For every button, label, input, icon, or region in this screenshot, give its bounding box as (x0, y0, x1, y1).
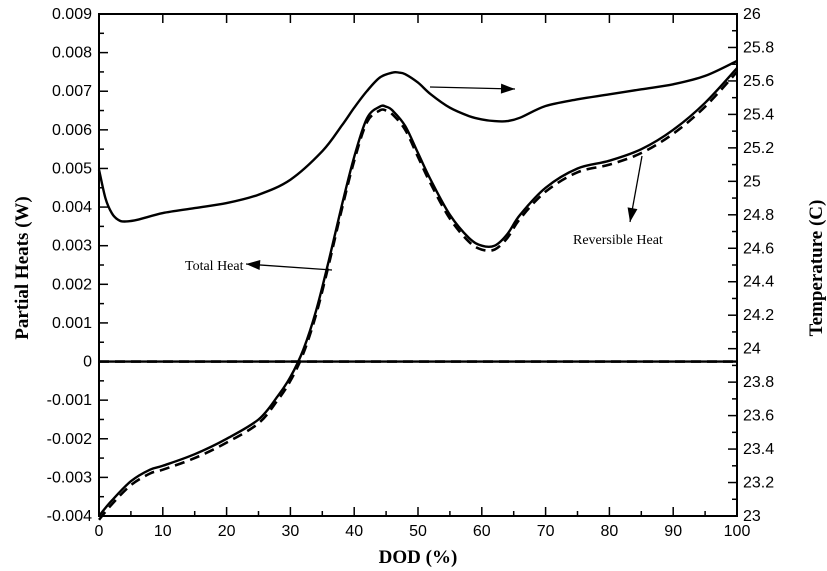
temperature-axis-arrow-head (500, 83, 515, 94)
total-heat-arrow (245, 263, 333, 271)
y-left-tick-label: 0.005 (52, 160, 92, 177)
y-left-tick-label: -0.001 (47, 392, 92, 409)
x-tick-label: 40 (345, 523, 363, 540)
y-right-tick-label: 23.6 (743, 408, 774, 425)
series-line-total-heat (98, 67, 738, 517)
x-tick-label: 10 (154, 523, 172, 540)
series-group (97, 59, 738, 521)
annotation-reversible-heat: Reversible Heat (573, 233, 663, 248)
y-axis-right-label: Temperature (C) (806, 200, 827, 337)
y-right-tick-label: 25.8 (743, 39, 774, 56)
x-tick-label: 0 (95, 523, 104, 540)
y-right-tick-label: 23 (743, 508, 761, 525)
y-right-tick-label: 23.8 (743, 374, 774, 391)
series-line-reversible-heat (97, 71, 738, 521)
x-tick-label: 80 (601, 523, 619, 540)
x-tick-label: 30 (282, 523, 300, 540)
y-left-tick-label: 0.001 (52, 315, 92, 332)
x-tick-label: 20 (218, 523, 236, 540)
annotations: Total Heat Reversible Heat (185, 83, 663, 274)
reversible-heat-arrow-head (627, 207, 638, 222)
x-tick-label: 50 (409, 523, 427, 540)
y-right-tick-label: 25.4 (743, 106, 774, 123)
y-axis-left-label: Partial Heats (W) (12, 196, 33, 340)
x-tick-label: 100 (724, 523, 751, 540)
y-left-tick-label: 0 (83, 354, 92, 371)
y-left-tick-label: 0.002 (52, 276, 92, 293)
y-left-tick-label: 0.007 (52, 83, 92, 100)
y-right-tick-label: 25 (743, 173, 761, 190)
x-tick-label: 70 (537, 523, 555, 540)
annotation-total-heat: Total Heat (185, 259, 244, 274)
x-axis-label: DOD (%) (379, 547, 458, 568)
y-right-tick-label: 25.2 (743, 140, 774, 157)
y-left-tick-label: -0.003 (47, 469, 92, 486)
series-line-temperature (97, 59, 738, 223)
y-right-tick-label: 24.6 (743, 240, 774, 257)
y-left-tick-label: 0.004 (52, 199, 92, 216)
total-heat-arrow-head (246, 259, 261, 270)
y-right-tick-label: 24 (743, 341, 761, 358)
y-left-tick-label: -0.004 (47, 508, 92, 525)
y-left-tick-label: 0.003 (52, 238, 92, 255)
y-left-tick-label: 0.009 (52, 6, 92, 23)
y-right-tick-label: 25.6 (743, 73, 774, 90)
x-tick-label: 60 (473, 523, 491, 540)
axis-ticks: 0 10 20 30 40 50 60 70 80 90 100 0.009 0.008 0.007 0.0… (47, 6, 775, 540)
y-right-tick-label: 24.8 (743, 207, 774, 224)
x-tick-label: 90 (664, 523, 682, 540)
y-right-tick-label: 24.2 (743, 307, 774, 324)
y-right-tick-label: 23.4 (743, 441, 774, 458)
y-right-tick-label: 24.4 (743, 274, 774, 291)
y-right-tick-label: 26 (743, 6, 761, 23)
y-left-tick-label: 0.008 (52, 45, 92, 62)
y-left-tick-label: 0.006 (52, 122, 92, 139)
temperature-axis-arrow (429, 86, 516, 90)
y-right-tick-label: 23.2 (743, 475, 774, 492)
y-left-tick-label: -0.002 (47, 431, 92, 448)
